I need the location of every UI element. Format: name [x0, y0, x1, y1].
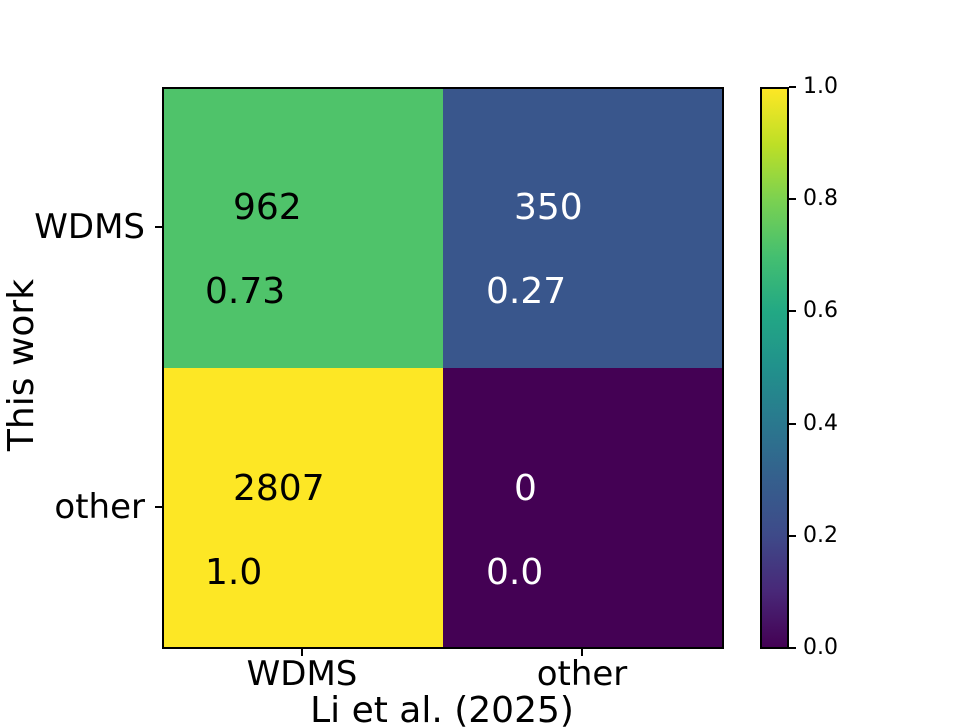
colorbar-tick-label: 0.6	[803, 298, 838, 323]
y-tick-label-other: other	[54, 487, 145, 527]
colorbar-tick-label: 1.0	[803, 74, 838, 99]
colorbar-tick-label: 0.4	[803, 411, 838, 436]
x-tick-mark	[301, 649, 303, 656]
cell-count: 2807	[233, 468, 325, 509]
cell-count: 350	[514, 187, 583, 228]
colorbar-tick-mark	[789, 647, 796, 649]
y-tick-mark	[155, 506, 162, 508]
y-axis-label: This work	[1, 278, 42, 452]
cell-fraction: 0.0	[486, 552, 544, 593]
cell-fraction: 0.73	[205, 271, 286, 312]
cell-fraction: 1.0	[205, 552, 263, 593]
colorbar-tick-mark	[789, 310, 796, 312]
cell-count: 0	[514, 468, 537, 509]
x-axis-label: Li et al. (2025)	[310, 690, 574, 728]
colorbar-tick-label: 0.2	[803, 523, 838, 548]
x-tick-label-wdms: WDMS	[246, 654, 358, 694]
x-tick-label-other: other	[536, 654, 628, 694]
cell-wdms-wdms: 962 0.73	[162, 87, 443, 368]
colorbar-tick-mark	[789, 198, 796, 200]
cell-other-other: 0 0.0	[443, 368, 724, 649]
cell-count: 962	[233, 187, 302, 228]
colorbar-tick-label: 0.8	[803, 186, 838, 211]
colorbar	[760, 87, 789, 649]
y-tick-label-wdms: WDMS	[34, 207, 145, 247]
colorbar-tick-label: 0.0	[803, 635, 838, 660]
colorbar-gradient	[762, 89, 787, 647]
cell-other-wdms: 2807 1.0	[162, 368, 443, 649]
colorbar-tick-mark	[789, 535, 796, 537]
colorbar-tick-mark	[789, 423, 796, 425]
heatmap-plot: 962 0.73 350 0.27 2807 1.0 0 0.0	[162, 87, 724, 649]
colorbar-tick-mark	[789, 86, 796, 88]
cell-wdms-other: 350 0.27	[443, 87, 724, 368]
x-tick-mark	[581, 649, 583, 656]
y-tick-mark	[155, 226, 162, 228]
cell-fraction: 0.27	[486, 271, 567, 312]
